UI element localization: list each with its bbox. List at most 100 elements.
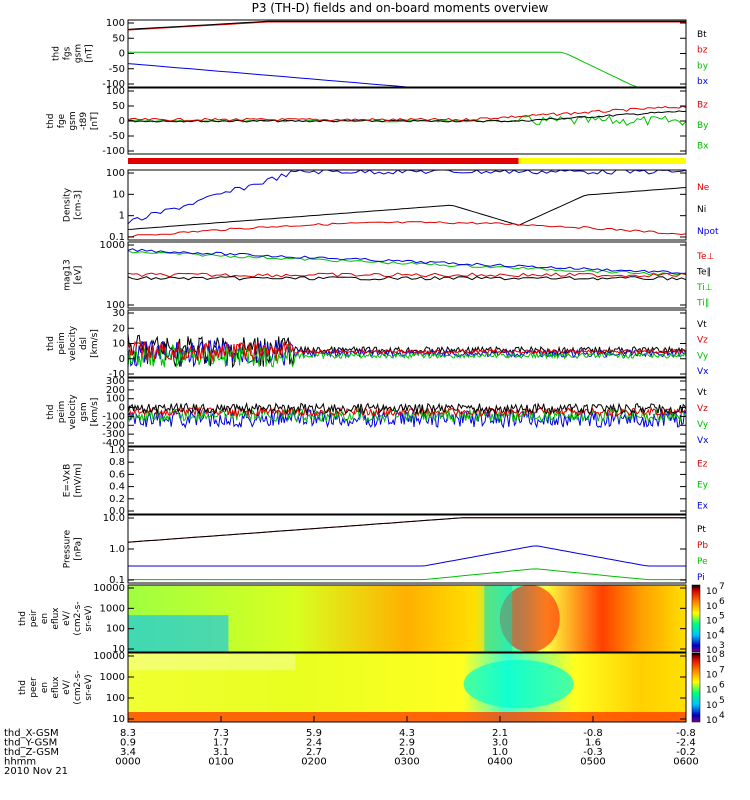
panel-frame: [127, 377, 687, 447]
y-axis-label: [km/s]: [90, 329, 100, 358]
legend-entry: Pt: [697, 525, 706, 535]
y-axis-label: peim: [57, 332, 67, 355]
ephemeris-value: 3.1: [213, 747, 229, 758]
colorbar-tick-label: 10: [706, 655, 718, 665]
ephemeris-value: 4.3: [399, 728, 415, 739]
y-tick-label: 10: [112, 339, 125, 350]
ephemeris-value: 1.6: [585, 738, 601, 749]
y-axis-label: Density: [63, 187, 73, 222]
spectrogram-fill: [128, 653, 686, 722]
panel-efield: 1.00.80.6 0.40.20.0 E=-VxB [mV/m] Ez Ey Ex: [63, 445, 709, 517]
mode-bar-yellow: [518, 158, 686, 164]
legend-entry: Vz: [697, 404, 708, 414]
series-trace-black: [127, 20, 686, 30]
legend-entry: Vt: [697, 388, 707, 398]
series-trace-blue: [128, 545, 686, 567]
y-axis-label: (cm2-s-: [73, 601, 83, 635]
colorbar-tick-label: 10: [706, 686, 718, 696]
y-tick-label: 200: [106, 385, 125, 396]
panel-fge: 100 50 0 -50 -100 thd fge gsm -t89 [nT] Bz By Bx: [46, 86, 709, 157]
series-trace-green: [128, 568, 686, 581]
ephemeris-value: 3.0: [492, 738, 508, 749]
y-axis-label: sr-eV): [84, 605, 94, 631]
y-tick-label: 100: [106, 86, 125, 97]
legend-entry: Bt: [697, 30, 707, 40]
ephemeris-value: 0.9: [120, 738, 136, 749]
legend-entry: Vx: [697, 367, 709, 377]
spectrogram-cold-band: [484, 585, 513, 652]
legend-entry: Pi: [697, 573, 705, 583]
legend-entry: Ex: [697, 502, 709, 512]
y-axis-label: [nT]: [85, 44, 95, 62]
y-tick-label: 0.6: [109, 469, 125, 480]
y-tick-label: 0: [119, 354, 125, 365]
y-axis-label: [cm-3]: [74, 190, 84, 220]
legend-entry: Bz: [697, 100, 708, 110]
series-trace-blue: [127, 63, 686, 88]
y-axis-label: mag13: [63, 259, 73, 290]
y-tick-label: 0: [119, 403, 125, 414]
colorbar-tick-exponent: 3: [719, 641, 725, 651]
y-axis-label: fgs: [63, 46, 73, 60]
y-axis-label: eV/: [62, 679, 72, 695]
y-tick-label: 100: [106, 18, 125, 29]
panel-pressure: 10.0 1.0 0.1 Pressure [nPa] Pt Pb Pe Pi: [63, 513, 709, 586]
y-tick-label: -100: [102, 79, 125, 90]
y-axis-label: [eV]: [74, 266, 84, 285]
y-tick-label: 0: [119, 116, 125, 127]
series-trace-red: [127, 272, 687, 278]
series-trace-red: [127, 105, 687, 122]
colorbar-tick-exponent: 4: [719, 711, 725, 721]
series-trace-black: [127, 401, 687, 416]
legend-entry: Pe: [697, 557, 708, 567]
y-tick-label: 100: [106, 394, 125, 405]
spectrogram-hot-region: [499, 585, 560, 652]
ephemeris-value: 2.7: [306, 747, 322, 758]
y-axis-label: gsm: [68, 111, 78, 130]
y-axis-label: gsm: [79, 402, 89, 421]
ephemeris-value: 0000: [115, 757, 140, 768]
colorbar-tick-label: 10: [706, 602, 718, 612]
spectrogram-cold-region: [128, 615, 229, 652]
y-axis-label: peer: [29, 677, 39, 698]
y-axis-label: (cm2-s-: [73, 670, 83, 704]
y-axis-label: thd: [52, 46, 62, 61]
panel-fgs: 100 50 0 -50 -100 thd fgs gsm [nT] Bt bz by bx: [52, 18, 709, 90]
panel-temp: 1000 100 mag13 [eV] Te⊥ Te∥ Ti⊥ Ti∥: [63, 240, 715, 311]
legend-entry: Ti⊥: [696, 283, 713, 293]
y-axis-label: thd: [46, 114, 56, 129]
y-tick-label: 20: [112, 323, 125, 334]
y-axis-label: eV/: [62, 610, 72, 626]
bottom-axis-group: thd_X-GSM 8.3 7.3 5.9 4.3 2.1 -0.8 -0.8 thd_Y-GS…: [4, 716, 699, 777]
ephemeris-row-label: hhmm: [4, 757, 36, 768]
y-tick-label: 0.2: [109, 494, 125, 505]
ephemeris-row-label: thd_X-GSM: [4, 728, 59, 739]
colorbar-tick-label: 10: [706, 701, 718, 711]
panel-frame: [127, 19, 687, 88]
ephemeris-value: 0200: [301, 757, 326, 768]
ephemeris-value: -0.3: [583, 747, 603, 758]
series-trace-green: [127, 250, 687, 276]
ephemeris-value: 2.1: [492, 728, 508, 739]
y-tick-label: 0: [119, 49, 125, 60]
series-trace-red: [127, 21, 686, 31]
legend-entry: Ez: [697, 460, 708, 470]
chart-title: P3 (TH-D) fields and on-board moments ov…: [252, 1, 549, 15]
legend-entry: Vt: [697, 320, 707, 330]
ephemeris-value: 1.0: [492, 747, 508, 758]
legend-entry: Vy: [697, 420, 709, 430]
y-axis-label: thd: [46, 336, 56, 351]
y-axis-label: thd: [18, 680, 28, 695]
y-tick-label: 10.0: [103, 513, 125, 524]
y-tick-label: 0.4: [109, 482, 125, 493]
y-axis-label: dsl: [79, 337, 89, 350]
y-tick-label: 30: [112, 308, 125, 319]
y-tick-label: 1: [119, 211, 125, 222]
ephemeris-value: 2.9: [399, 738, 415, 749]
y-tick-label: 100: [106, 693, 125, 704]
legend-entry: Vx: [697, 436, 709, 446]
legend-entry: By: [697, 121, 709, 131]
legend-entry: Te⊥: [696, 252, 715, 262]
y-tick-label: 0.1: [109, 575, 125, 586]
